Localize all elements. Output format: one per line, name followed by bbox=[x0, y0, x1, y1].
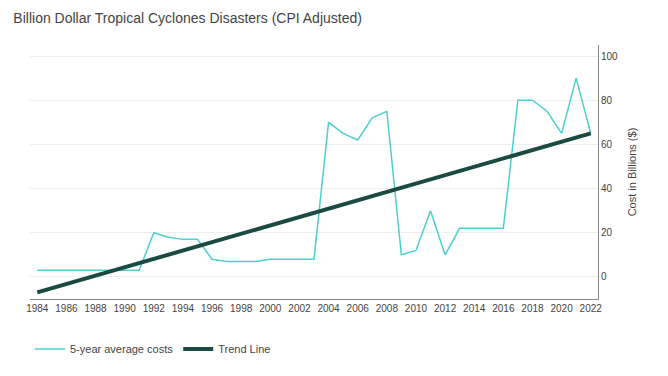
svg-text:Cost in Billions ($): Cost in Billions ($) bbox=[626, 128, 638, 217]
svg-text:2008: 2008 bbox=[376, 303, 399, 314]
svg-text:2016: 2016 bbox=[492, 303, 515, 314]
svg-text:1988: 1988 bbox=[84, 303, 107, 314]
svg-text:100: 100 bbox=[601, 51, 618, 62]
svg-text:2018: 2018 bbox=[521, 303, 544, 314]
svg-text:2006: 2006 bbox=[347, 303, 370, 314]
svg-text:80: 80 bbox=[601, 95, 613, 106]
svg-text:1998: 1998 bbox=[230, 303, 253, 314]
svg-text:20: 20 bbox=[601, 227, 613, 238]
svg-text:1992: 1992 bbox=[143, 303, 166, 314]
svg-text:0: 0 bbox=[601, 271, 607, 282]
svg-text:2020: 2020 bbox=[550, 303, 573, 314]
svg-text:1990: 1990 bbox=[114, 303, 137, 314]
svg-text:1986: 1986 bbox=[55, 303, 78, 314]
svg-text:1984: 1984 bbox=[26, 303, 49, 314]
svg-text:2012: 2012 bbox=[434, 303, 457, 314]
svg-text:2014: 2014 bbox=[463, 303, 486, 314]
svg-text:2002: 2002 bbox=[288, 303, 311, 314]
svg-text:5-year average costs: 5-year average costs bbox=[70, 343, 173, 355]
svg-text:60: 60 bbox=[601, 139, 613, 150]
svg-text:2000: 2000 bbox=[259, 303, 282, 314]
svg-text:2022: 2022 bbox=[580, 303, 603, 314]
svg-text:Billion Dollar Tropical Cyclon: Billion Dollar Tropical Cyclones Disaste… bbox=[13, 10, 362, 26]
svg-text:40: 40 bbox=[601, 183, 613, 194]
svg-text:1996: 1996 bbox=[201, 303, 224, 314]
svg-text:2010: 2010 bbox=[405, 303, 428, 314]
svg-text:1994: 1994 bbox=[172, 303, 195, 314]
svg-text:2004: 2004 bbox=[317, 303, 340, 314]
svg-text:Trend Line: Trend Line bbox=[218, 343, 270, 355]
